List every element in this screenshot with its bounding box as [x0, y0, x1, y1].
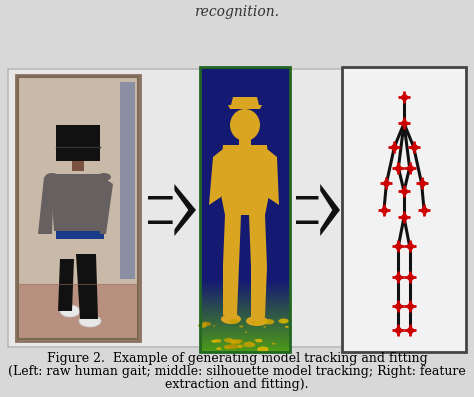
Ellipse shape: [213, 325, 216, 327]
Ellipse shape: [252, 322, 255, 323]
Ellipse shape: [230, 339, 241, 345]
Polygon shape: [296, 188, 332, 232]
Ellipse shape: [252, 345, 255, 346]
Ellipse shape: [198, 323, 207, 328]
Ellipse shape: [254, 322, 260, 325]
Bar: [239, 131, 251, 145]
Polygon shape: [223, 215, 241, 265]
Text: extraction and fitting).: extraction and fitting).: [165, 378, 309, 391]
Text: Figure 2.  Example of generating model tracking and fitting: Figure 2. Example of generating model tr…: [46, 352, 428, 365]
Polygon shape: [58, 259, 74, 311]
Ellipse shape: [229, 340, 237, 343]
Ellipse shape: [216, 347, 221, 350]
Ellipse shape: [272, 343, 275, 345]
Polygon shape: [223, 265, 239, 315]
Ellipse shape: [224, 338, 233, 343]
Ellipse shape: [239, 326, 243, 328]
Ellipse shape: [246, 316, 268, 326]
Ellipse shape: [97, 173, 111, 181]
Ellipse shape: [243, 341, 255, 347]
Bar: [200, 67, 290, 352]
Bar: [56, 229, 104, 239]
Ellipse shape: [229, 319, 239, 324]
Bar: [8, 69, 466, 347]
Polygon shape: [231, 97, 259, 105]
Ellipse shape: [257, 347, 269, 352]
Ellipse shape: [235, 339, 243, 343]
Ellipse shape: [203, 322, 207, 324]
Ellipse shape: [245, 331, 247, 333]
Bar: [16, 75, 140, 341]
Ellipse shape: [237, 345, 243, 348]
Ellipse shape: [221, 314, 241, 324]
Text: (Left: raw human gait; middle: silhouette model tracking; Right: feature: (Left: raw human gait; middle: silhouett…: [8, 365, 466, 378]
Ellipse shape: [279, 318, 289, 324]
Text: recognition.: recognition.: [194, 5, 280, 19]
Polygon shape: [209, 149, 223, 205]
Polygon shape: [100, 177, 113, 234]
Ellipse shape: [45, 173, 59, 181]
Bar: [120, 82, 135, 279]
Polygon shape: [296, 184, 340, 236]
Ellipse shape: [79, 315, 101, 327]
Ellipse shape: [211, 340, 217, 343]
Bar: [18, 77, 138, 339]
Ellipse shape: [254, 339, 257, 341]
Ellipse shape: [60, 305, 80, 317]
Polygon shape: [267, 149, 279, 205]
Polygon shape: [251, 267, 267, 317]
Ellipse shape: [228, 344, 238, 349]
Polygon shape: [50, 174, 108, 231]
Ellipse shape: [224, 345, 233, 349]
Polygon shape: [148, 188, 188, 232]
Bar: [18, 284, 138, 339]
Bar: [342, 67, 466, 352]
Ellipse shape: [253, 344, 255, 345]
Ellipse shape: [263, 319, 274, 325]
Polygon shape: [221, 195, 269, 215]
Ellipse shape: [255, 339, 263, 343]
Bar: [72, 161, 84, 171]
Ellipse shape: [214, 339, 221, 343]
Ellipse shape: [285, 326, 289, 328]
Ellipse shape: [230, 109, 260, 141]
Polygon shape: [148, 184, 196, 236]
Polygon shape: [219, 145, 271, 195]
Bar: [56, 125, 100, 161]
Polygon shape: [228, 105, 262, 109]
Bar: [18, 77, 138, 339]
Ellipse shape: [203, 322, 211, 326]
Ellipse shape: [264, 326, 266, 328]
Polygon shape: [249, 215, 267, 267]
Polygon shape: [76, 254, 98, 319]
Polygon shape: [38, 177, 54, 234]
